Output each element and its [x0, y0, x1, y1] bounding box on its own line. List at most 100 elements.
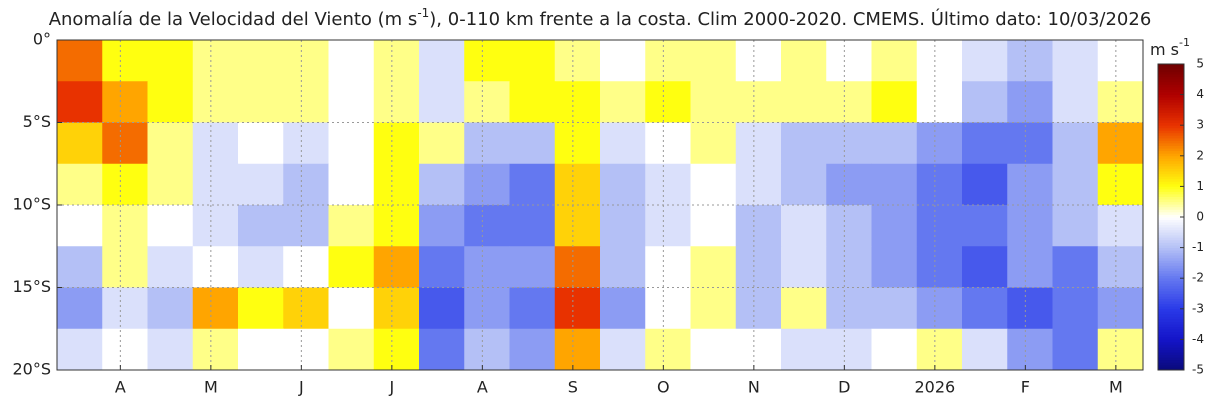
colorbar-segment [1158, 298, 1184, 302]
heat-cell [509, 205, 556, 247]
colorbar-segment [1158, 219, 1184, 223]
colorbar-segment [1158, 211, 1184, 215]
heat-cell [57, 205, 103, 247]
heat-cell [600, 205, 646, 247]
heat-cell [690, 163, 737, 206]
heat-cell [57, 81, 103, 123]
chart-title: Anomalía de la Velocidad del Viento (m s… [49, 6, 1152, 31]
heat-cell [871, 40, 918, 82]
heat-cell [328, 328, 375, 371]
x-tick-label: F [1021, 378, 1030, 397]
heat-cell [600, 287, 646, 330]
heat-cell [1097, 205, 1144, 247]
colorbar-segment [1158, 81, 1184, 85]
colorbar-segment [1158, 214, 1184, 218]
heat-cell [1007, 81, 1053, 123]
heat-cell [826, 81, 872, 123]
colorbar-segment [1158, 74, 1184, 78]
heat-cell [826, 122, 872, 165]
colorbar-segment [1158, 130, 1184, 134]
colorbar-segment [1158, 275, 1184, 279]
heat-cell [916, 81, 963, 123]
heat-cell [690, 81, 737, 123]
colorbar-segment [1158, 132, 1184, 136]
heat-cell [102, 122, 148, 165]
colorbar-segment [1158, 120, 1184, 124]
heat-cell [283, 287, 329, 330]
colorbar-segment [1158, 107, 1184, 111]
heat-cell [1007, 328, 1053, 371]
heat-cell [419, 246, 465, 288]
heat-cell [373, 163, 420, 206]
heat-cell [102, 328, 148, 371]
heat-cell [1097, 287, 1144, 330]
colorbar-segment [1158, 313, 1184, 317]
colorbar-segment [1158, 324, 1184, 328]
title-superscript: -1 [417, 6, 429, 20]
heat-cell [1052, 163, 1099, 206]
heat-cell [1097, 40, 1144, 82]
colorbar-segment [1158, 150, 1184, 154]
heat-cell [102, 40, 148, 82]
colorbar-segment [1158, 178, 1184, 182]
colorbar-segment [1158, 247, 1184, 251]
heat-cell [1007, 287, 1053, 330]
colorbar-segment [1158, 252, 1184, 256]
heat-cell [464, 246, 510, 288]
heat-cell [735, 81, 782, 123]
heat-cell [916, 205, 963, 247]
heat-cell [464, 287, 510, 330]
heat-cell [645, 328, 691, 371]
colorbar-segment [1158, 204, 1184, 208]
heat-cell [781, 246, 827, 288]
unit: m s [1150, 40, 1179, 59]
heat-cell [690, 205, 737, 247]
y-tick-label: 5°S [23, 112, 51, 131]
colorbar-segment [1158, 112, 1184, 116]
colorbar-segment [1158, 196, 1184, 200]
heat-cell [57, 246, 103, 288]
heat-cell [916, 122, 963, 165]
colorbar-segment [1158, 181, 1184, 185]
x-tick-label: S [568, 378, 578, 397]
heat-cell [147, 246, 194, 288]
heat-cell [600, 163, 646, 206]
heat-cell [962, 328, 1008, 371]
heat-cell [826, 328, 872, 371]
colorbar-segment [1158, 64, 1184, 67]
colorbar-segment [1158, 122, 1184, 126]
colorbar-segment [1158, 76, 1184, 80]
plot-frame [56, 39, 1144, 371]
heat-cell [735, 287, 782, 330]
heat-cell [1052, 328, 1099, 371]
heat-cell [1052, 287, 1099, 330]
colorbar-segment [1158, 308, 1184, 312]
colorbar-tick-label: -1 [1192, 240, 1204, 254]
heat-cell [328, 81, 375, 123]
heat-cell [781, 122, 827, 165]
heat-cell [871, 81, 918, 123]
heat-cell [826, 163, 872, 206]
heat-cell [328, 163, 375, 206]
heat-cell [238, 40, 284, 82]
heat-cell [600, 81, 646, 123]
heat-cell [102, 163, 148, 206]
heat-cell [328, 40, 375, 82]
heat-cell [419, 287, 465, 330]
heat-cell [57, 163, 103, 206]
x-tick-label: J [298, 378, 304, 397]
colorbar-segment [1158, 288, 1184, 292]
heat-cell [690, 40, 737, 82]
colorbar-segment [1158, 191, 1184, 195]
heat-cell [509, 40, 556, 82]
heat-cell [1052, 40, 1099, 82]
colorbar-segment [1158, 250, 1184, 254]
heat-cell [192, 328, 239, 371]
colorbar-segment [1158, 109, 1184, 113]
colorbar-segment [1158, 285, 1184, 289]
colorbar-segment [1158, 155, 1184, 159]
colorbar-segment [1158, 352, 1184, 356]
heat-cell [57, 40, 103, 82]
colorbar-segment [1158, 163, 1184, 167]
heat-cell [238, 81, 284, 123]
